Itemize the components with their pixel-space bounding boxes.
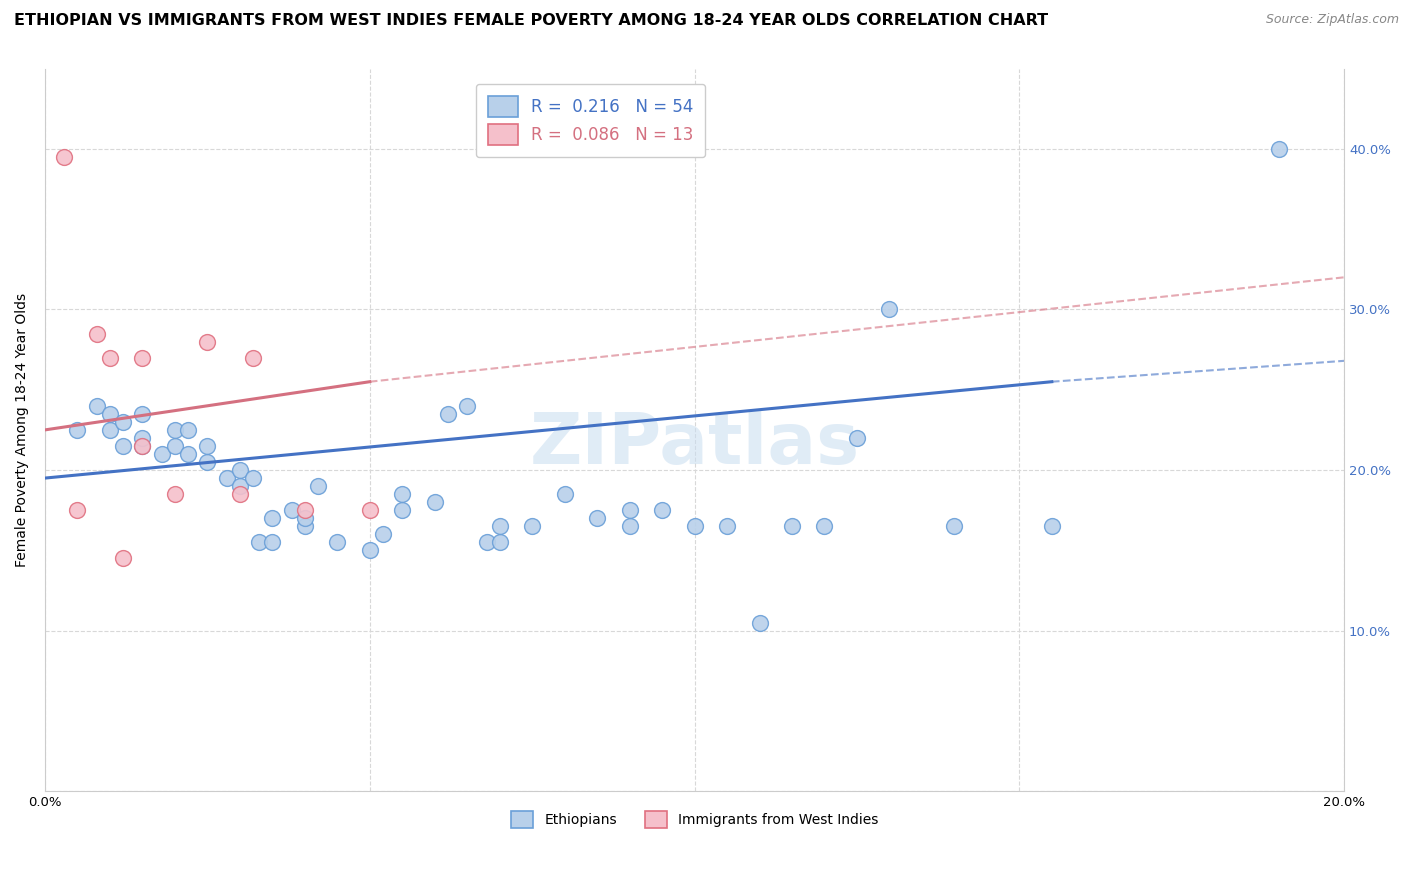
Point	[845, 431, 868, 445]
Point	[391, 503, 413, 517]
Text: Source: ZipAtlas.com: Source: ZipAtlas.com	[1265, 13, 1399, 27]
Point	[111, 439, 134, 453]
Point	[1268, 142, 1291, 156]
Point	[813, 519, 835, 533]
Point	[262, 535, 284, 549]
Point	[66, 503, 89, 517]
Point	[456, 399, 478, 413]
Point	[229, 487, 252, 501]
Point	[242, 351, 264, 365]
Point	[488, 535, 510, 549]
Point	[391, 487, 413, 501]
Point	[683, 519, 706, 533]
Point	[294, 511, 316, 525]
Point	[586, 511, 609, 525]
Point	[943, 519, 966, 533]
Point	[262, 511, 284, 525]
Point	[150, 447, 173, 461]
Point	[520, 519, 543, 533]
Legend: Ethiopians, Immigrants from West Indies: Ethiopians, Immigrants from West Indies	[503, 804, 886, 835]
Point	[359, 543, 381, 558]
Point	[86, 399, 108, 413]
Point	[294, 503, 316, 517]
Point	[86, 326, 108, 341]
Point	[163, 423, 186, 437]
Point	[177, 423, 200, 437]
Point	[359, 503, 381, 517]
Point	[294, 519, 316, 533]
Point	[488, 519, 510, 533]
Point	[619, 519, 641, 533]
Point	[131, 439, 153, 453]
Point	[131, 407, 153, 421]
Point	[131, 439, 153, 453]
Point	[163, 439, 186, 453]
Point	[229, 463, 252, 477]
Point	[98, 351, 121, 365]
Point	[131, 351, 153, 365]
Point	[879, 302, 901, 317]
Point	[177, 447, 200, 461]
Point	[1040, 519, 1063, 533]
Point	[247, 535, 270, 549]
Point	[716, 519, 738, 533]
Point	[436, 407, 458, 421]
Point	[423, 495, 446, 509]
Point	[215, 471, 238, 485]
Point	[242, 471, 264, 485]
Point	[98, 423, 121, 437]
Point	[475, 535, 498, 549]
Point	[780, 519, 803, 533]
Y-axis label: Female Poverty Among 18-24 Year Olds: Female Poverty Among 18-24 Year Olds	[15, 293, 30, 567]
Point	[131, 431, 153, 445]
Point	[53, 150, 76, 164]
Point	[98, 407, 121, 421]
Point	[371, 527, 394, 541]
Point	[229, 479, 252, 493]
Text: ETHIOPIAN VS IMMIGRANTS FROM WEST INDIES FEMALE POVERTY AMONG 18-24 YEAR OLDS CO: ETHIOPIAN VS IMMIGRANTS FROM WEST INDIES…	[14, 13, 1049, 29]
Point	[554, 487, 576, 501]
Point	[195, 455, 218, 469]
Text: ZIPatlas: ZIPatlas	[530, 409, 859, 479]
Point	[66, 423, 89, 437]
Point	[111, 415, 134, 429]
Point	[619, 503, 641, 517]
Point	[651, 503, 673, 517]
Point	[748, 615, 770, 630]
Point	[195, 439, 218, 453]
Point	[163, 487, 186, 501]
Point	[111, 551, 134, 566]
Point	[326, 535, 349, 549]
Point	[307, 479, 329, 493]
Point	[195, 334, 218, 349]
Point	[281, 503, 304, 517]
